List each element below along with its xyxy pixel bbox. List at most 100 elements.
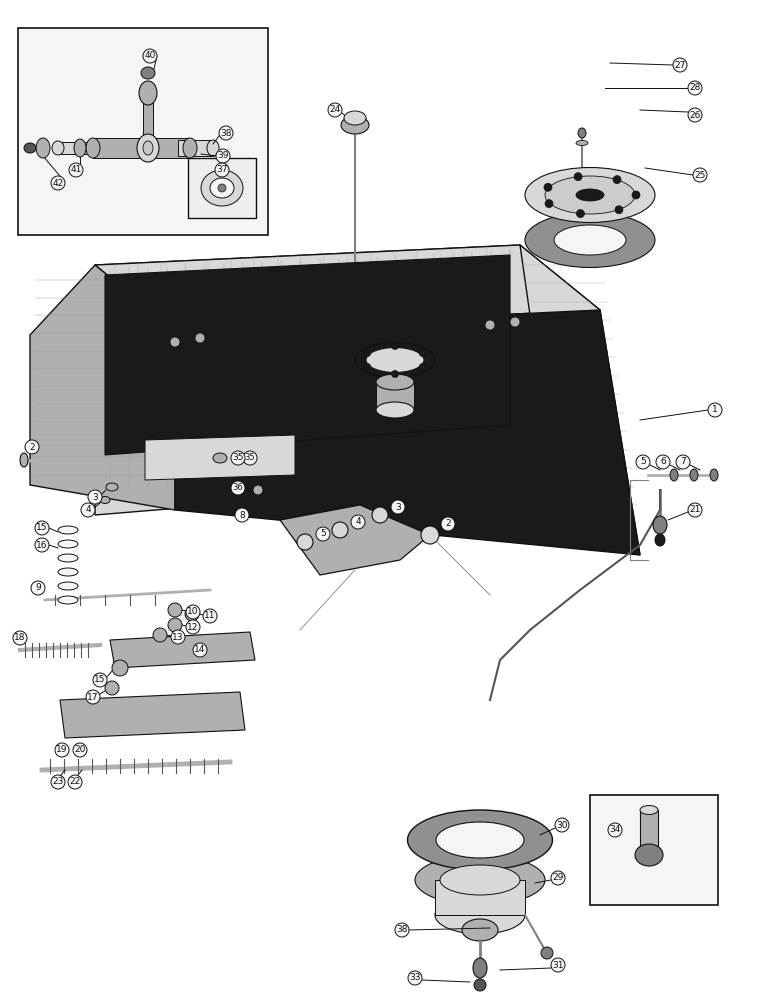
Ellipse shape: [20, 453, 28, 467]
Text: 4: 4: [85, 506, 91, 514]
Circle shape: [364, 363, 371, 370]
Circle shape: [35, 521, 49, 535]
Ellipse shape: [576, 140, 588, 145]
Text: 37: 37: [216, 165, 228, 174]
Circle shape: [186, 605, 200, 619]
Circle shape: [55, 743, 69, 757]
Circle shape: [608, 823, 622, 837]
Circle shape: [231, 451, 245, 465]
Circle shape: [688, 503, 702, 517]
Text: 22: 22: [69, 778, 80, 786]
Text: 7: 7: [680, 458, 686, 466]
Circle shape: [171, 630, 185, 644]
Circle shape: [474, 979, 486, 991]
Ellipse shape: [473, 958, 487, 978]
Circle shape: [13, 631, 27, 645]
Ellipse shape: [36, 138, 50, 158]
Text: 31: 31: [552, 960, 564, 970]
Circle shape: [391, 500, 405, 514]
Ellipse shape: [525, 167, 655, 223]
Text: 3: 3: [395, 502, 401, 512]
Circle shape: [632, 191, 640, 199]
Text: 4: 4: [355, 518, 361, 526]
Circle shape: [673, 58, 687, 72]
Circle shape: [25, 440, 39, 454]
Circle shape: [93, 673, 107, 687]
Circle shape: [421, 526, 439, 544]
Polygon shape: [95, 245, 520, 515]
Circle shape: [551, 958, 565, 972]
Ellipse shape: [420, 280, 440, 290]
Circle shape: [216, 149, 230, 163]
Text: 38: 38: [220, 128, 232, 137]
Circle shape: [551, 871, 565, 885]
Ellipse shape: [554, 225, 626, 255]
Ellipse shape: [58, 526, 78, 534]
Circle shape: [193, 643, 207, 657]
Ellipse shape: [415, 855, 545, 905]
Ellipse shape: [384, 280, 406, 292]
Circle shape: [510, 317, 520, 327]
Ellipse shape: [86, 138, 100, 158]
Ellipse shape: [201, 170, 243, 206]
Circle shape: [395, 923, 409, 937]
Circle shape: [708, 403, 722, 417]
Circle shape: [544, 183, 552, 191]
Text: 15: 15: [94, 676, 106, 684]
Polygon shape: [58, 142, 93, 154]
Ellipse shape: [690, 469, 698, 481]
Polygon shape: [145, 435, 295, 480]
Ellipse shape: [143, 141, 153, 155]
Ellipse shape: [440, 865, 520, 895]
Ellipse shape: [640, 806, 658, 814]
Circle shape: [316, 527, 330, 541]
Circle shape: [636, 455, 650, 469]
Circle shape: [419, 363, 426, 370]
Text: 5: 5: [320, 530, 326, 538]
Circle shape: [31, 581, 45, 595]
Circle shape: [35, 538, 49, 552]
Circle shape: [105, 681, 119, 695]
Text: 40: 40: [144, 51, 156, 60]
Circle shape: [408, 971, 422, 985]
Circle shape: [328, 103, 342, 117]
Circle shape: [545, 200, 553, 208]
Circle shape: [153, 628, 167, 642]
Circle shape: [693, 168, 707, 182]
Ellipse shape: [525, 213, 655, 267]
Circle shape: [168, 618, 182, 632]
Ellipse shape: [210, 178, 234, 198]
Ellipse shape: [355, 342, 435, 377]
Text: 1: 1: [712, 406, 718, 414]
Text: 30: 30: [557, 820, 567, 830]
Circle shape: [112, 660, 128, 676]
Bar: [640, 810, 658, 852]
Circle shape: [372, 507, 388, 523]
Circle shape: [574, 173, 582, 181]
Text: 27: 27: [674, 60, 686, 70]
Ellipse shape: [653, 516, 667, 534]
Polygon shape: [60, 692, 245, 738]
Text: 5: 5: [640, 458, 646, 466]
Ellipse shape: [435, 896, 525, 934]
Circle shape: [195, 333, 205, 343]
Text: 21: 21: [689, 506, 701, 514]
Ellipse shape: [58, 540, 78, 548]
Ellipse shape: [183, 138, 197, 158]
Circle shape: [186, 620, 200, 634]
Text: 8: 8: [239, 510, 245, 520]
Circle shape: [577, 210, 584, 218]
Ellipse shape: [106, 483, 118, 491]
Text: 11: 11: [205, 611, 215, 620]
Polygon shape: [30, 265, 175, 510]
Polygon shape: [376, 382, 414, 410]
Ellipse shape: [344, 111, 366, 125]
Circle shape: [441, 517, 455, 531]
Text: 36: 36: [232, 484, 243, 492]
Text: 25: 25: [694, 170, 706, 180]
Circle shape: [170, 337, 180, 347]
Circle shape: [419, 350, 426, 357]
Circle shape: [297, 534, 313, 550]
Text: 19: 19: [56, 746, 68, 754]
Polygon shape: [520, 245, 640, 555]
